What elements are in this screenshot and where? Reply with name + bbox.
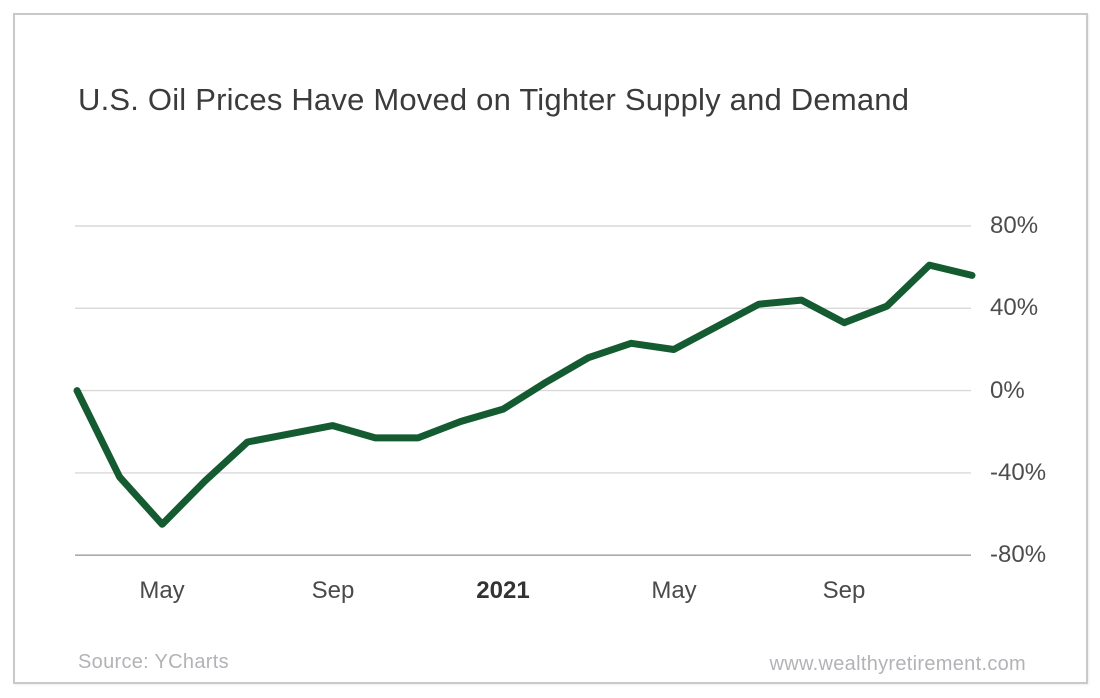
x-axis-tick-label: May (139, 577, 185, 604)
x-axis-tick-label: May (651, 577, 697, 604)
x-axis-tick-label: Sep (822, 577, 866, 604)
y-axis-tick-label: -80% (990, 541, 1047, 568)
y-axis-tick-label: 40% (990, 294, 1039, 321)
series-line (73, 261, 976, 528)
oil-price-line (73, 261, 976, 528)
chart-card: U.S. Oil Prices Have Moved on Tighter Su… (13, 13, 1088, 684)
x-axis-tick-label: 2021 (476, 577, 530, 604)
y-axis-tick-label: -40% (990, 459, 1047, 486)
gridlines (75, 225, 971, 557)
chart-title: U.S. Oil Prices Have Moved on Tighter Su… (78, 82, 910, 117)
y-axis-tick-label: 80% (990, 212, 1039, 239)
source-credit: Source: YCharts (78, 651, 229, 673)
y-axis-tick-label: 0% (990, 377, 1025, 404)
website-credit: www.wealthyretirement.com (769, 653, 1026, 675)
x-axis-tick-label: Sep (311, 577, 355, 604)
